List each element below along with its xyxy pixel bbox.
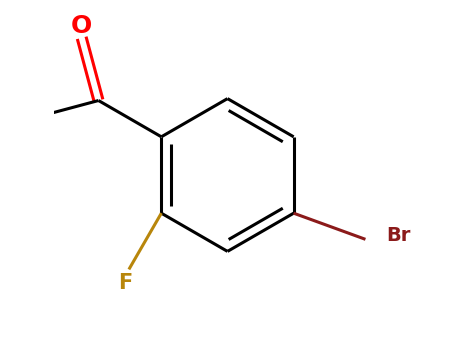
Text: F: F — [118, 273, 132, 293]
Text: Br: Br — [386, 226, 411, 245]
Text: O: O — [71, 14, 92, 38]
